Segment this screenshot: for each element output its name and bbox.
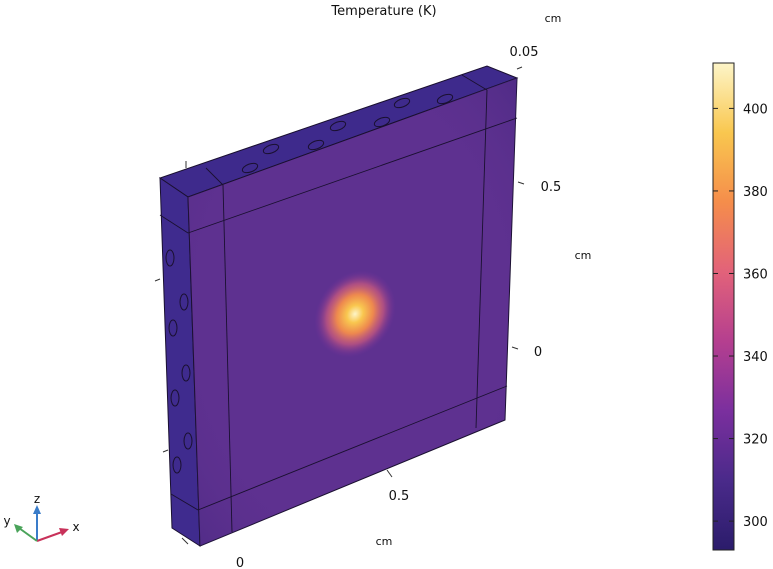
channel-hole xyxy=(170,389,180,407)
z-axis-tick-label: 0.05 xyxy=(510,45,539,60)
channel-hole xyxy=(241,162,259,174)
triad-x-label: x xyxy=(72,520,79,534)
y-axis-unit: cm xyxy=(575,249,592,262)
colorbar-tick-label: 300 xyxy=(743,515,768,530)
triad-z-label: z xyxy=(34,492,40,506)
triad-x-arrow xyxy=(36,531,63,542)
axis-tick xyxy=(162,449,169,453)
colorbar-ticks: 300 320 340 360 380 400 xyxy=(713,102,768,530)
axis-tick xyxy=(386,469,393,478)
channel-hole xyxy=(373,116,391,128)
colorbar: 300 320 340 360 380 400 xyxy=(712,62,768,551)
triad-z-arrowhead xyxy=(33,505,41,514)
channel-hole xyxy=(307,139,325,151)
channel-hole xyxy=(165,249,175,267)
x-axis-unit: cm xyxy=(376,535,393,548)
top-partition-line xyxy=(205,167,224,186)
front-partition-line xyxy=(197,385,508,511)
colorbar-bar xyxy=(712,62,735,551)
front-partition-line xyxy=(187,117,518,234)
axis-frame xyxy=(154,66,525,545)
left-partition-line xyxy=(170,493,199,511)
plot-title: Temperature (K) xyxy=(330,4,436,19)
hotspot xyxy=(314,270,396,358)
channel-hole xyxy=(179,293,189,311)
channel-hole xyxy=(183,432,193,450)
channel-hole xyxy=(329,120,347,132)
axis-tick xyxy=(181,537,189,545)
colorbar-tick-label: 360 xyxy=(743,267,768,282)
left-partition-line xyxy=(159,214,189,234)
triad-y-arrow xyxy=(18,527,38,542)
axis-tick xyxy=(511,346,519,350)
triad-x-arrowhead xyxy=(59,528,69,536)
colorbar-tick-label: 400 xyxy=(743,102,768,117)
slab xyxy=(158,65,519,547)
x-axis-tick-label: 0.5 xyxy=(389,489,410,504)
front-partition-line xyxy=(475,89,488,429)
colorbar-tick-label: 340 xyxy=(743,350,768,365)
colorbar-tick-label: 320 xyxy=(743,433,768,448)
channel-hole xyxy=(168,319,178,337)
z-axis-unit: cm xyxy=(545,12,562,25)
triad-y-label: y xyxy=(3,514,10,528)
channel-hole xyxy=(181,364,191,382)
axis-tick xyxy=(517,181,525,185)
colorbar-tick-label: 380 xyxy=(743,185,768,200)
triad-y-arrowhead xyxy=(14,524,23,533)
axis-tick xyxy=(516,66,523,70)
axis-triad: z x y xyxy=(3,492,80,542)
top-partition-line xyxy=(461,74,488,91)
channel-hole xyxy=(262,143,280,155)
y-axis-tick-label: 0.5 xyxy=(541,180,562,195)
axis-tick xyxy=(154,278,161,282)
channel-hole xyxy=(393,97,411,109)
channel-hole xyxy=(436,93,454,105)
channel-hole xyxy=(172,456,182,474)
front-partition-line xyxy=(222,184,233,533)
y-axis-tick-label: 0 xyxy=(534,345,542,360)
x-axis-tick-label: 0 xyxy=(236,556,244,569)
